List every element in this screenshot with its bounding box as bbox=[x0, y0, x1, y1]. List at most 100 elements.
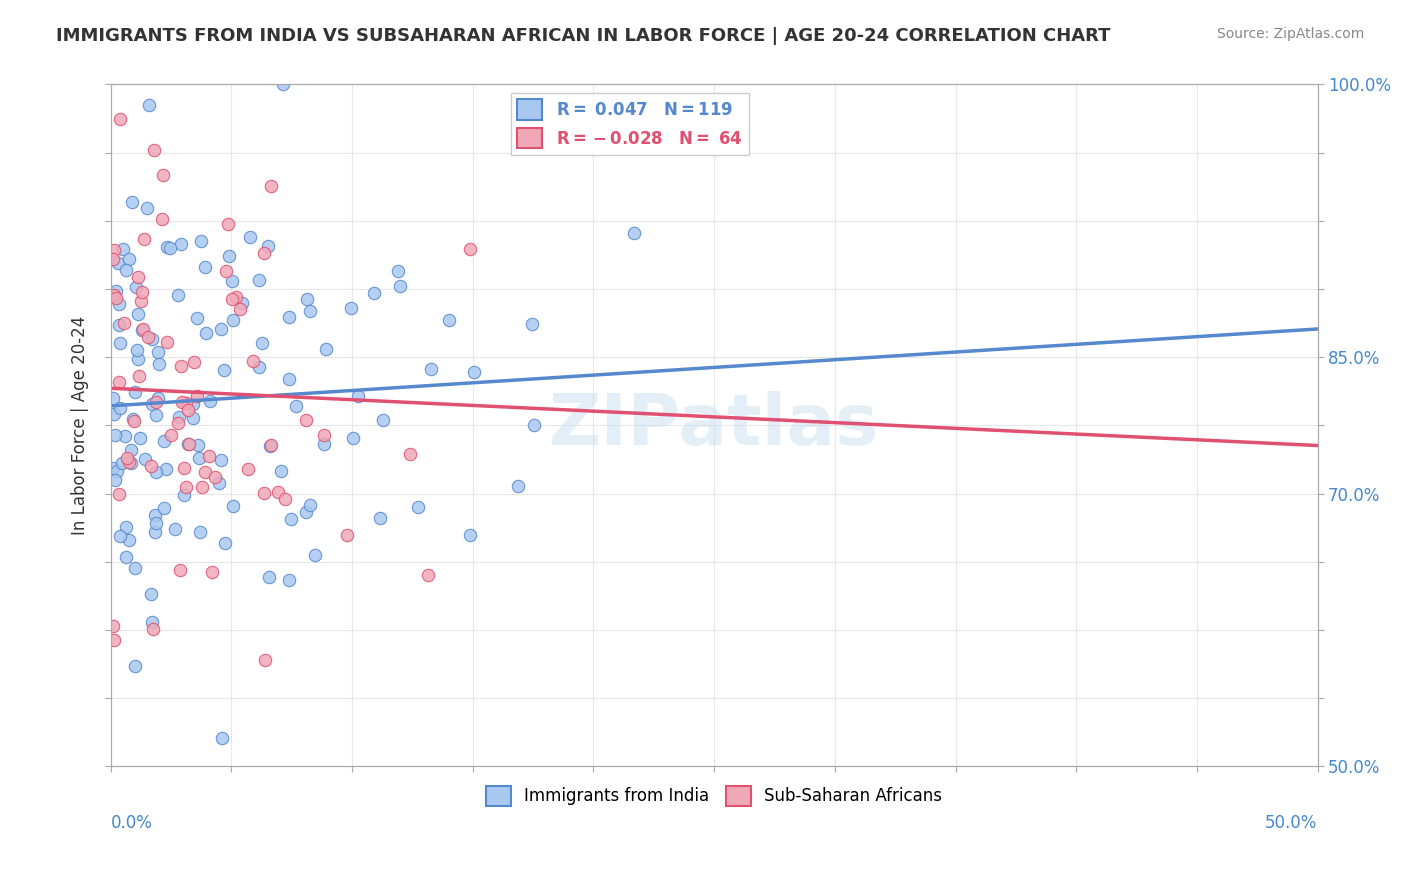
Point bbox=[115, 263, 138, 277]
Point bbox=[191, 480, 214, 494]
Point bbox=[222, 499, 245, 513]
Point bbox=[134, 452, 156, 467]
Point bbox=[270, 464, 292, 478]
Point bbox=[363, 286, 385, 301]
Point bbox=[134, 232, 156, 246]
Point bbox=[174, 396, 197, 410]
Point bbox=[389, 279, 412, 293]
Point bbox=[108, 529, 131, 543]
Point bbox=[111, 456, 134, 470]
Point bbox=[623, 227, 645, 241]
Point bbox=[167, 417, 190, 431]
Point bbox=[181, 411, 204, 425]
Point bbox=[110, 112, 132, 126]
Point bbox=[152, 168, 174, 182]
Point bbox=[129, 293, 152, 308]
Point bbox=[118, 454, 141, 468]
Point bbox=[236, 462, 259, 476]
Point bbox=[108, 318, 131, 332]
Point bbox=[156, 240, 179, 254]
Point bbox=[181, 397, 204, 411]
Point bbox=[399, 446, 422, 460]
Point bbox=[104, 473, 127, 487]
Point bbox=[145, 409, 167, 423]
Point bbox=[336, 528, 359, 542]
Point bbox=[121, 194, 143, 209]
Point bbox=[103, 632, 125, 647]
Point bbox=[278, 372, 301, 386]
Point bbox=[280, 512, 302, 526]
Point bbox=[294, 413, 316, 427]
Y-axis label: In Labor Force | Age 20-24: In Labor Force | Age 20-24 bbox=[72, 316, 89, 535]
Point bbox=[114, 428, 136, 442]
Point bbox=[118, 252, 141, 266]
Point bbox=[143, 525, 166, 540]
Point bbox=[103, 407, 125, 421]
Point bbox=[138, 98, 160, 112]
Point bbox=[254, 653, 277, 667]
Point bbox=[120, 456, 142, 470]
Point bbox=[197, 449, 219, 463]
Point bbox=[115, 450, 138, 465]
Point bbox=[145, 516, 167, 530]
Point bbox=[208, 475, 231, 490]
Point bbox=[297, 292, 319, 306]
Point bbox=[214, 536, 236, 550]
Point bbox=[148, 357, 170, 371]
Point bbox=[247, 273, 270, 287]
Point bbox=[342, 431, 364, 445]
Point bbox=[103, 619, 125, 633]
Text: 0.0%: 0.0% bbox=[111, 814, 153, 832]
Point bbox=[242, 354, 264, 368]
Point bbox=[221, 274, 243, 288]
Point bbox=[159, 241, 181, 255]
Point bbox=[209, 322, 232, 336]
Point bbox=[172, 395, 194, 409]
Point bbox=[114, 550, 136, 565]
Point bbox=[143, 508, 166, 522]
Point bbox=[222, 313, 245, 327]
Point bbox=[107, 296, 129, 310]
Point bbox=[112, 242, 135, 256]
Point bbox=[141, 615, 163, 629]
Point bbox=[125, 280, 148, 294]
Point bbox=[194, 465, 217, 479]
Point bbox=[153, 434, 176, 449]
Point bbox=[176, 402, 198, 417]
Point bbox=[277, 310, 299, 324]
Point bbox=[107, 487, 129, 501]
Point bbox=[458, 528, 481, 542]
Point bbox=[145, 395, 167, 409]
Point bbox=[347, 389, 370, 403]
Point bbox=[139, 458, 162, 473]
Point bbox=[122, 412, 145, 426]
Point bbox=[523, 418, 546, 433]
Point bbox=[186, 311, 208, 326]
Point bbox=[142, 622, 165, 636]
Point bbox=[131, 323, 153, 337]
Point bbox=[371, 413, 394, 427]
Point bbox=[277, 573, 299, 587]
Point bbox=[190, 234, 212, 248]
Point bbox=[408, 500, 430, 514]
Point bbox=[463, 366, 485, 380]
Point bbox=[198, 394, 221, 409]
Legend: Immigrants from India, Sub-Saharan Africans: Immigrants from India, Sub-Saharan Afric… bbox=[479, 779, 949, 813]
Point bbox=[522, 317, 544, 331]
Point bbox=[155, 335, 177, 350]
Point bbox=[173, 488, 195, 502]
Point bbox=[132, 322, 155, 336]
Point bbox=[104, 291, 127, 305]
Point bbox=[315, 342, 337, 356]
Point bbox=[215, 263, 238, 277]
Point bbox=[285, 399, 308, 413]
Point bbox=[420, 361, 443, 376]
Point bbox=[127, 270, 149, 285]
Point bbox=[217, 217, 239, 231]
Point bbox=[177, 437, 200, 451]
Point bbox=[103, 461, 125, 475]
Point bbox=[274, 491, 297, 506]
Point bbox=[169, 562, 191, 576]
Point bbox=[124, 561, 146, 575]
Point bbox=[101, 391, 124, 405]
